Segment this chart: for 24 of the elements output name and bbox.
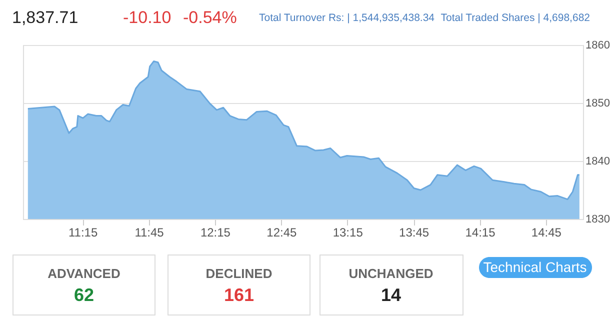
- text: -0.54%: [183, 8, 237, 27]
- text: 62: [74, 285, 94, 305]
- text: 1,837.71: [12, 8, 78, 27]
- text: DECLINED: [206, 266, 272, 281]
- x-tick-label: 12:15: [200, 226, 231, 240]
- x-tick-label: 12:45: [266, 226, 297, 240]
- x-tick-label: 14:45: [531, 226, 562, 240]
- text: Technical Charts: [483, 259, 587, 275]
- y-tick-label: 1860: [586, 40, 610, 52]
- text: Total Turnover Rs: | 1,544,935,438.34: [259, 12, 435, 24]
- x-tick-label: 13:45: [399, 226, 430, 240]
- x-tick-label: 13:15: [332, 226, 364, 240]
- text: ADVANCED: [48, 266, 120, 281]
- x-tick-label: 14:15: [465, 226, 496, 240]
- y-tick-label: 1850: [586, 98, 610, 110]
- text: UNCHANGED: [348, 266, 434, 281]
- text: -10.10: [123, 8, 172, 27]
- text: Total Traded Shares | 4,698,682: [440, 12, 590, 24]
- y-tick-label: 1830: [586, 214, 610, 226]
- text: 161: [224, 285, 254, 305]
- x-tick-label: 11:45: [134, 226, 164, 240]
- x-tick-label: 11:15: [68, 226, 98, 240]
- text: 14: [380, 285, 402, 305]
- y-tick-label: 1840: [586, 156, 610, 168]
